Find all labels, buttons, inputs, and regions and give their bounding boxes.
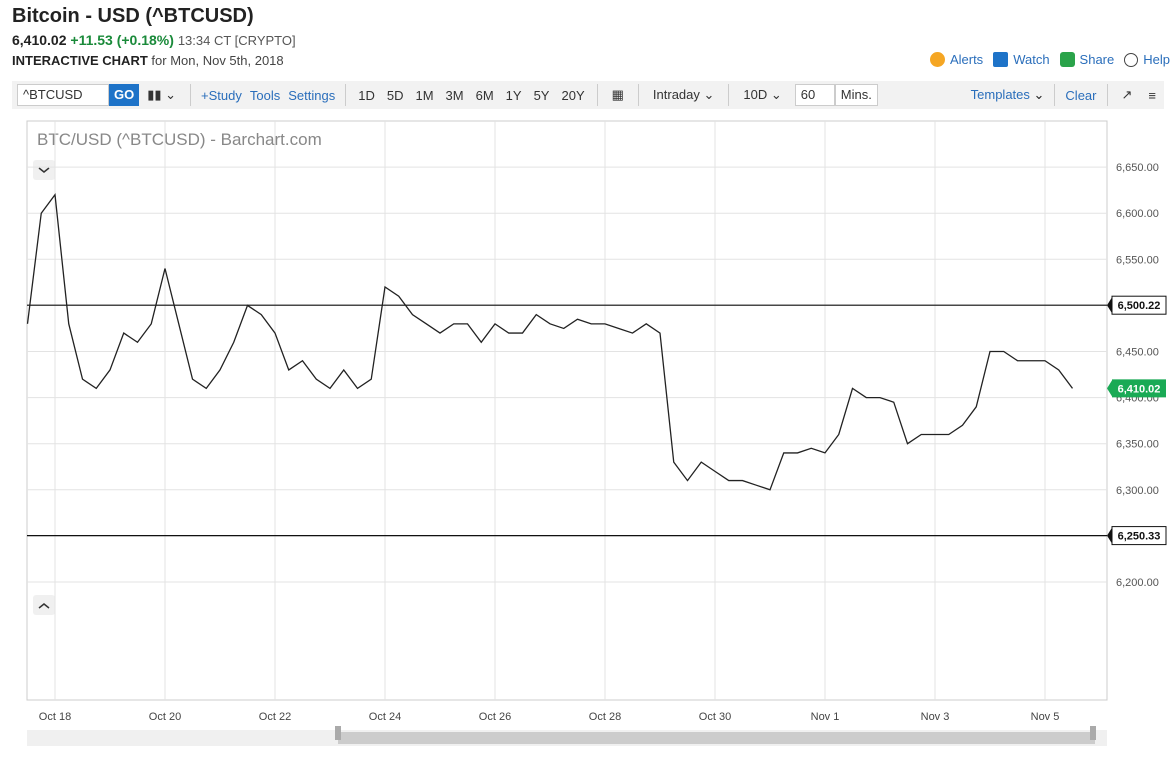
chevron-icon <box>38 603 50 609</box>
period-button[interactable]: 5D <box>386 87 404 103</box>
help-label: Help <box>1143 52 1170 67</box>
period-button[interactable]: 1M <box>415 87 434 103</box>
y-tick-label: 6,600.00 <box>1116 208 1159 220</box>
last-price-box <box>1112 379 1166 398</box>
range[interactable]: 10D ⌄ <box>743 87 782 102</box>
x-tick-label: Oct 18 <box>39 711 71 723</box>
scroll-handle[interactable] <box>335 726 341 740</box>
last-price-pointer <box>1107 380 1112 397</box>
chart-watermark: BTC/USD (^BTCUSD) - Barchart.com <box>37 130 322 149</box>
period-button[interactable]: 6M <box>475 87 494 103</box>
templates-label: Templates <box>970 87 1030 102</box>
chart-label: INTERACTIVE CHART <box>12 53 148 68</box>
page-title: Bitcoin - USD (^BTCUSD) <box>12 5 254 27</box>
label-pointer <box>1107 527 1112 544</box>
interval-type[interactable]: Intraday ⌄ <box>652 87 715 102</box>
subtitle: INTERACTIVE CHART for Mon, Nov 5th, 2018 <box>12 53 284 68</box>
period-button[interactable]: 1Y <box>505 87 522 103</box>
go-button[interactable]: GO <box>109 84 140 106</box>
x-tick-label: Oct 24 <box>369 711 401 723</box>
x-tick-label: Nov 1 <box>811 711 840 723</box>
separator <box>728 84 730 106</box>
settings-link[interactable]: Settings <box>288 87 336 103</box>
templates[interactable]: Templates ⌄ <box>970 87 1045 102</box>
interval-input[interactable]: 60 <box>794 84 835 106</box>
price-line <box>26 193 1074 491</box>
chevron-icon <box>38 167 50 173</box>
y-tick-label: 6,450.00 <box>1116 347 1159 359</box>
y-tick-label: 6,350.00 <box>1116 439 1159 451</box>
share[interactable]: Share <box>1059 52 1115 67</box>
interval-type-label: Intraday <box>652 87 700 102</box>
separator <box>1054 84 1056 106</box>
clear[interactable]: Clear <box>1065 87 1097 103</box>
chart-type[interactable]: ▮▮ ⌄ <box>147 87 177 102</box>
separator <box>1106 84 1108 106</box>
y-tick-label: 6,200.00 <box>1116 577 1159 589</box>
draw-tool[interactable]: ↗ <box>1121 87 1133 102</box>
calendar[interactable]: ▦ <box>611 87 624 102</box>
label-pointer <box>1107 297 1112 314</box>
alerts[interactable]: Alerts <box>929 52 984 67</box>
change: +11.53 (+0.18%) <box>70 32 174 48</box>
x-tick-label: Nov 5 <box>1031 711 1060 723</box>
separator <box>637 84 639 106</box>
help[interactable]: Help <box>1124 52 1170 67</box>
x-tick-label: Oct 22 <box>259 711 291 723</box>
x-tick-label: Oct 28 <box>589 711 621 723</box>
y-tick-label: 6,650.00 <box>1116 162 1159 174</box>
separator <box>596 84 598 106</box>
chart-date: for Mon, Nov 5th, 2018 <box>151 53 284 68</box>
menu[interactable]: ≡ <box>1148 87 1156 103</box>
separator <box>345 84 347 106</box>
actions: Alerts Watch Share Help <box>929 52 1170 67</box>
study-link[interactable]: +Study <box>201 87 242 103</box>
reference-label-box <box>1111 526 1167 546</box>
watch[interactable]: Watch <box>993 52 1050 67</box>
period-button[interactable]: 20Y <box>561 87 585 103</box>
last-price-label: 6,410.02 <box>1118 383 1161 395</box>
separator <box>190 84 192 106</box>
reference-label: 6,250.33 <box>1118 531 1161 543</box>
x-tick-label: Oct 30 <box>699 711 731 723</box>
period-button[interactable]: 3M <box>445 87 464 103</box>
quote-time: 13:34 CT [CRYPTO] <box>177 33 296 48</box>
x-tick-label: Nov 3 <box>921 711 950 723</box>
price: 6,410.02 <box>12 32 67 48</box>
scroll-handle[interactable] <box>1090 726 1096 740</box>
y-tick-label: 6,550.00 <box>1116 254 1159 266</box>
range-label: 10D <box>743 87 768 102</box>
reference-label-box <box>1111 295 1167 315</box>
expand-button[interactable] <box>33 595 55 615</box>
interval-unit: Mins. <box>834 84 878 106</box>
periods: 1D 5D 1M 3M 6M 1Y 5Y 20Y <box>352 88 590 103</box>
scrollbar-thumb[interactable] <box>338 732 1095 744</box>
watch-label: Watch <box>1013 52 1050 67</box>
reference-label: 6,500.22 <box>1118 300 1161 312</box>
plot-frame <box>26 120 1108 701</box>
y-tick-label: 6,300.00 <box>1116 485 1159 497</box>
collapse-button[interactable] <box>33 160 55 180</box>
quote: 6,410.02 +11.53 (+0.18%) 13:34 CT [CRYPT… <box>12 32 296 48</box>
symbol-input[interactable]: ^BTCUSD <box>17 84 109 106</box>
alerts-label: Alerts <box>949 52 984 67</box>
tools-link[interactable]: Tools <box>249 87 281 103</box>
x-tick-label: Oct 20 <box>149 711 181 723</box>
period-button[interactable]: 1D <box>358 87 375 103</box>
period-button[interactable]: 5Y <box>533 87 550 103</box>
x-tick-label: Oct 26 <box>479 711 511 723</box>
toolbar: ^BTCUSD GO ▮▮ ⌄ +Study Tools Settings 1D… <box>12 81 1164 109</box>
share-label: Share <box>1079 52 1115 67</box>
